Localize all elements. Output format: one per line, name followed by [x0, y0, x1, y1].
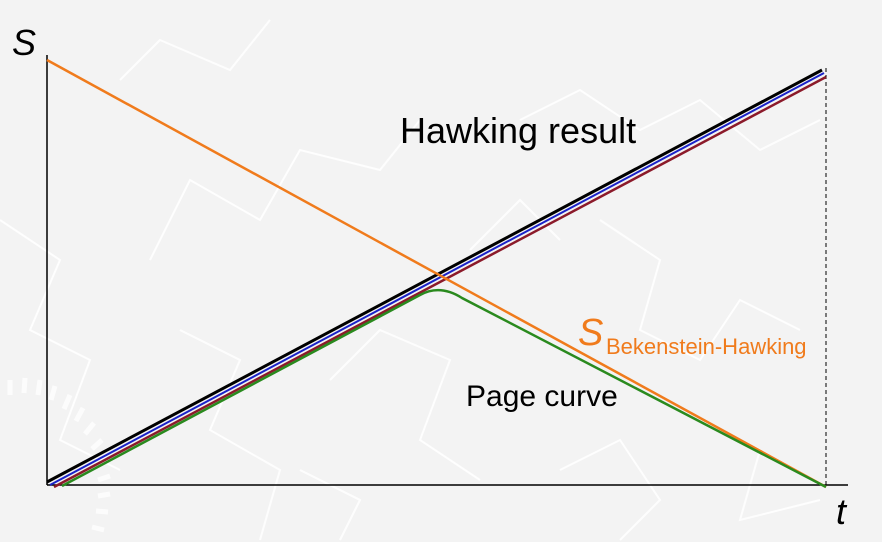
page-curve-line: [61, 289, 827, 489]
bekenstein-hawking-label: S: [578, 312, 603, 354]
page-curve-label: Page curve: [466, 380, 618, 413]
background-pattern: [0, 19, 821, 541]
hawking-line-black: [46, 68, 823, 484]
bekenstein-hawking-subscript: Bekenstein-Hawking: [606, 334, 807, 359]
x-axis-label: t: [836, 491, 848, 532]
bekenstein-hawking-line: [46, 58, 827, 489]
hawking-line-red: [53, 75, 827, 489]
y-axis-label: S: [12, 22, 36, 63]
hawking-line-blue: [49, 72, 825, 486]
hawking-result-label: Hawking result: [400, 110, 636, 151]
